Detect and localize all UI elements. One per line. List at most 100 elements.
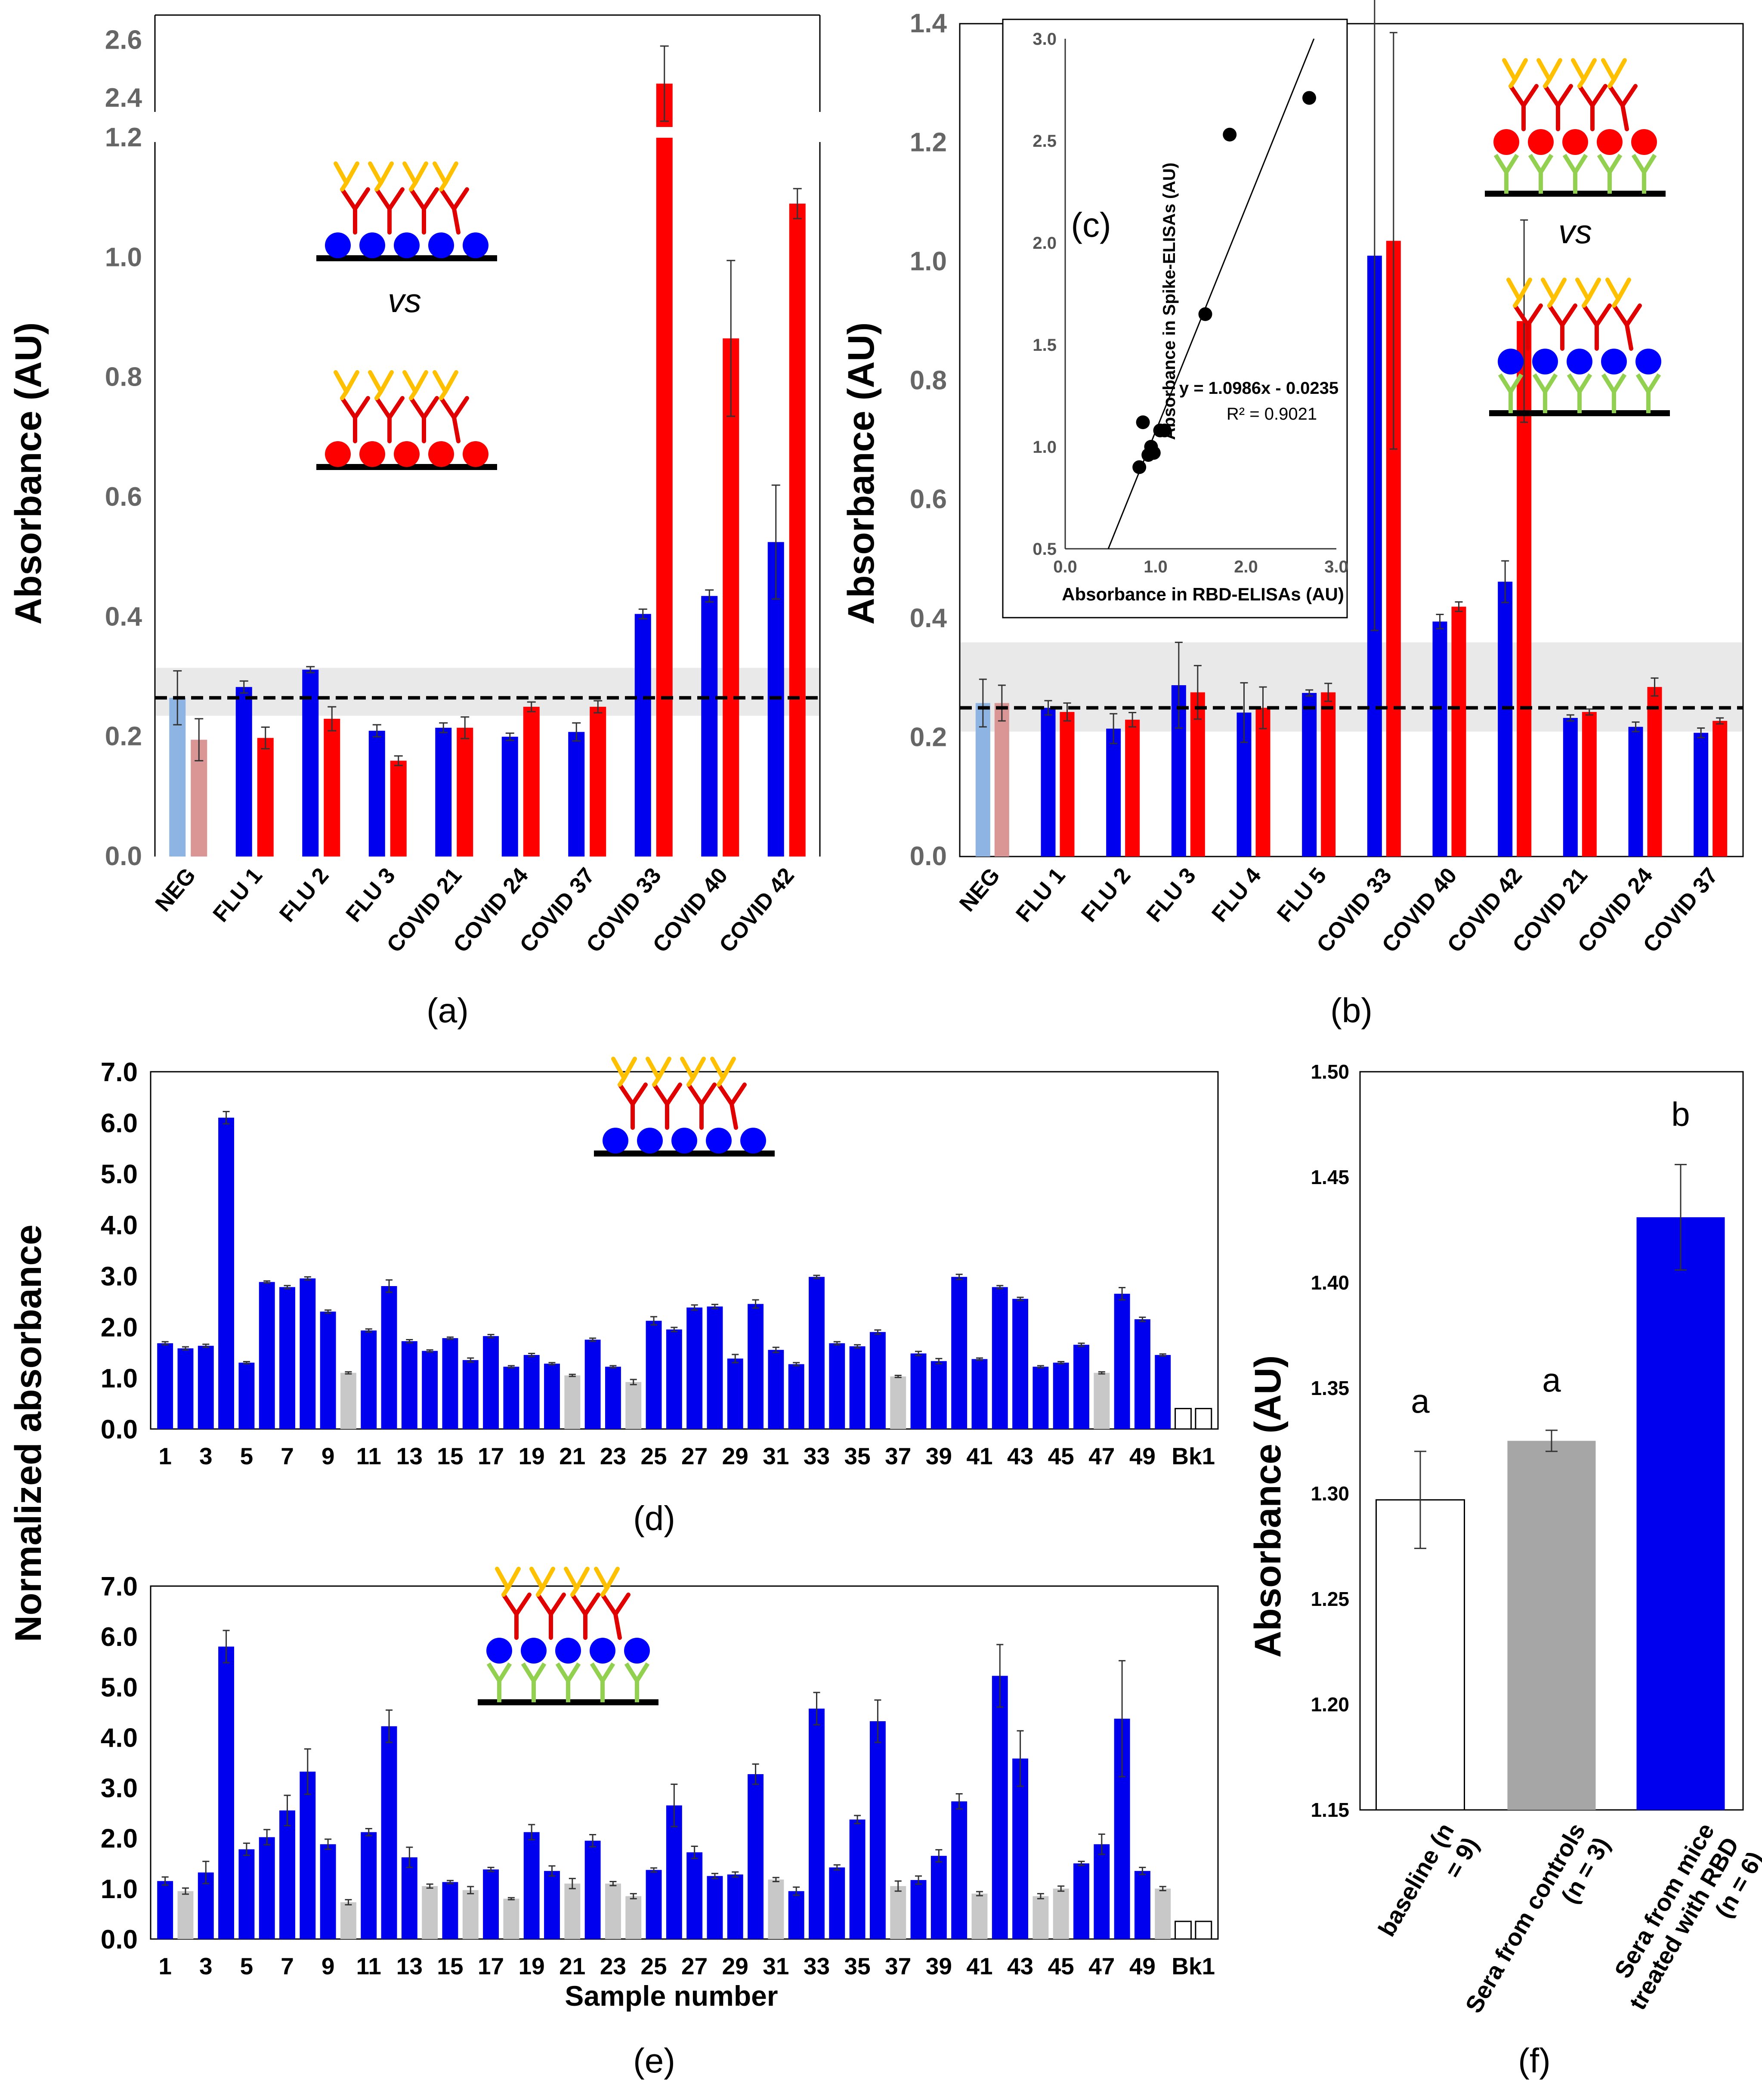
panel-e-error-bar [752, 1763, 759, 1785]
panel-a-schematic-red-primary-antibody [409, 396, 439, 443]
panel-b-bar [1498, 581, 1513, 857]
panel-e-x-tick-label: 29 [722, 1953, 748, 1979]
panel-b-y-tick-label: 0.0 [910, 841, 947, 871]
panel-b-error-bar [1566, 714, 1574, 722]
panel-e-bar [1134, 1871, 1150, 1939]
panel-d-x-tick-label: 7 [281, 1443, 294, 1469]
panel-b-error-bar [1259, 686, 1267, 730]
panel-e-bar [1032, 1896, 1049, 1939]
panel-e-schematic-primary-antibody [570, 1593, 600, 1640]
panel-c-x-tick-label: 0.0 [1053, 557, 1077, 576]
panel-a-bar [723, 338, 739, 857]
panel-d-bar [930, 1361, 947, 1429]
panel-a-schematic-blue-antigen-circle [394, 232, 420, 258]
panel-d-bar [401, 1341, 417, 1429]
panel-b-bar [1321, 692, 1336, 857]
panel-d-y-tick-label: 6.0 [101, 1109, 138, 1138]
panel-a-bar [235, 687, 252, 857]
panel-e-bar [279, 1810, 295, 1939]
panel-f-group-label: a [1411, 1382, 1430, 1420]
panel-c-r-squared: R² = 0.9021 [1227, 405, 1317, 424]
panel-a-x-tick-label: FLU 1 [208, 863, 267, 927]
panel-a-y-tick-label: 0.4 [105, 602, 142, 631]
panel-a-bar [568, 732, 585, 857]
panel-d-bar [707, 1306, 723, 1429]
panel-d-bar [198, 1345, 214, 1429]
panel-d-bar [890, 1376, 906, 1429]
panel-e-x-tick-label: 23 [600, 1953, 626, 1979]
panel-e-schematic-secondary-antibody [529, 1567, 555, 1597]
panel-a-y-tick-label: 2.6 [105, 25, 142, 55]
panel-e-bar [381, 1726, 397, 1939]
panel-d-error-bar [813, 1274, 820, 1279]
panel-e-schematic-secondary-antibody [594, 1567, 620, 1597]
panel-e-bar [564, 1884, 581, 1939]
panel-f-y-tick-label: 1.15 [1311, 1799, 1349, 1821]
panel-d-bar [686, 1307, 703, 1429]
panel-d-error-bar [304, 1276, 311, 1281]
panel-a-bar [523, 707, 540, 857]
panel-a-bar [457, 727, 473, 857]
panel-d-bar [340, 1373, 356, 1429]
panel-a-bar [324, 718, 340, 857]
panel-a-schematic-blue-secondary-antibody [402, 161, 428, 192]
panel-d-error-bar [793, 1362, 800, 1367]
panel-a-error-bar [372, 724, 381, 738]
panel-d-x-tick-label: 11 [356, 1443, 381, 1469]
panel-d-bar [544, 1364, 560, 1429]
panel-d-bar [1073, 1345, 1089, 1429]
panel-d-bar [523, 1355, 540, 1429]
panel-d-bar [727, 1358, 743, 1429]
panel-a-error-bar [793, 188, 802, 220]
panel-d-x-tick-label: 1 [158, 1443, 172, 1469]
panel-b-x-tick-label: FLU 3 [1142, 863, 1201, 927]
panel-b-label: (b) [1330, 991, 1373, 1030]
panel-b-bar [1563, 718, 1578, 857]
panel-e-bar [1053, 1888, 1069, 1939]
panel-a-error-bar [195, 718, 204, 761]
panel-d-y-tick-label: 2.0 [101, 1313, 138, 1342]
panel-d-error-bar [223, 1110, 230, 1125]
panel-e-x-tick-label: 15 [437, 1953, 463, 1979]
panel-f-y-tick-label: 1.40 [1311, 1271, 1349, 1294]
panel-e-error-bar [650, 1867, 658, 1873]
panel-b-schematic-red-secondary-antibody [1536, 58, 1562, 88]
panel-a-schematic-red-antigen-circle [394, 441, 420, 467]
panel-d-schematic-antigen-circle [671, 1128, 697, 1154]
panel-e-error-bar [955, 1793, 963, 1810]
panel-b-schematic-blue-primary-antibody [1513, 303, 1543, 351]
panel-d-error-bar [569, 1373, 576, 1377]
panel-d-error-bar [955, 1274, 963, 1280]
panel-d-x-tick-label: Bk1 [1172, 1443, 1215, 1469]
panel-e-bar [401, 1857, 417, 1939]
panel-d-bar [1155, 1355, 1171, 1429]
panel-d-schematic-primary-antibody [652, 1082, 682, 1130]
panel-d-blank-bar [1195, 1408, 1212, 1430]
panel-b-bar [1125, 720, 1140, 857]
panel-d-error-bar [833, 1341, 841, 1345]
panel-d-bar [320, 1311, 336, 1429]
panel-e-schematic-primary-antibody [600, 1593, 631, 1640]
panel-a-bar [634, 614, 651, 857]
panel-e-bar [422, 1886, 438, 1939]
panel-d-error-bar [182, 1346, 189, 1351]
panel-d-error-bar [325, 1309, 332, 1314]
panel-d-x-tick-label: 37 [885, 1443, 911, 1469]
panel-d-bar [381, 1286, 397, 1429]
panel-b-schematic-red [1485, 58, 1666, 197]
panel-b-schematic-blue-primary-antibody [1547, 303, 1577, 351]
panel-e-schematic-capture-antibody [521, 1662, 547, 1702]
panel-d-schematic [594, 1057, 775, 1157]
panel-b-schematic-red-capture-antibody [1493, 154, 1519, 194]
panel-a-schematic-red-secondary-antibody [368, 370, 394, 400]
panel-e-bar [320, 1844, 336, 1939]
panel-e-error-bar [426, 1883, 433, 1889]
panel-a-schematic-red-antigen-circle [428, 441, 454, 467]
panel-b-x-tick-label: FLU 2 [1076, 863, 1135, 927]
panel-e-bar [361, 1832, 377, 1939]
panel-e-blank-bar [1175, 1921, 1192, 1940]
panel-e-bar [340, 1902, 356, 1939]
panel-d-schematic-primary-antibody [717, 1082, 747, 1130]
panel-e-schematic-capture-antibody [590, 1662, 615, 1702]
panel-d-bar [361, 1330, 377, 1429]
